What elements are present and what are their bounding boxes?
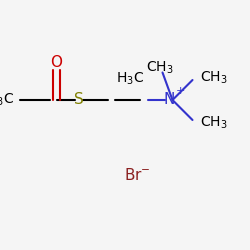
Text: Br$^{-}$: Br$^{-}$ xyxy=(124,167,151,183)
Text: CH$_3$: CH$_3$ xyxy=(200,114,228,131)
Text: CH$_3$: CH$_3$ xyxy=(146,59,174,76)
Text: N: N xyxy=(163,92,174,108)
Text: H$_3$C: H$_3$C xyxy=(116,70,144,87)
Text: +: + xyxy=(176,86,186,96)
Text: S: S xyxy=(74,92,84,108)
Text: H$_3$C: H$_3$C xyxy=(0,92,14,108)
Text: O: O xyxy=(50,55,62,70)
Text: CH$_3$: CH$_3$ xyxy=(200,69,228,86)
